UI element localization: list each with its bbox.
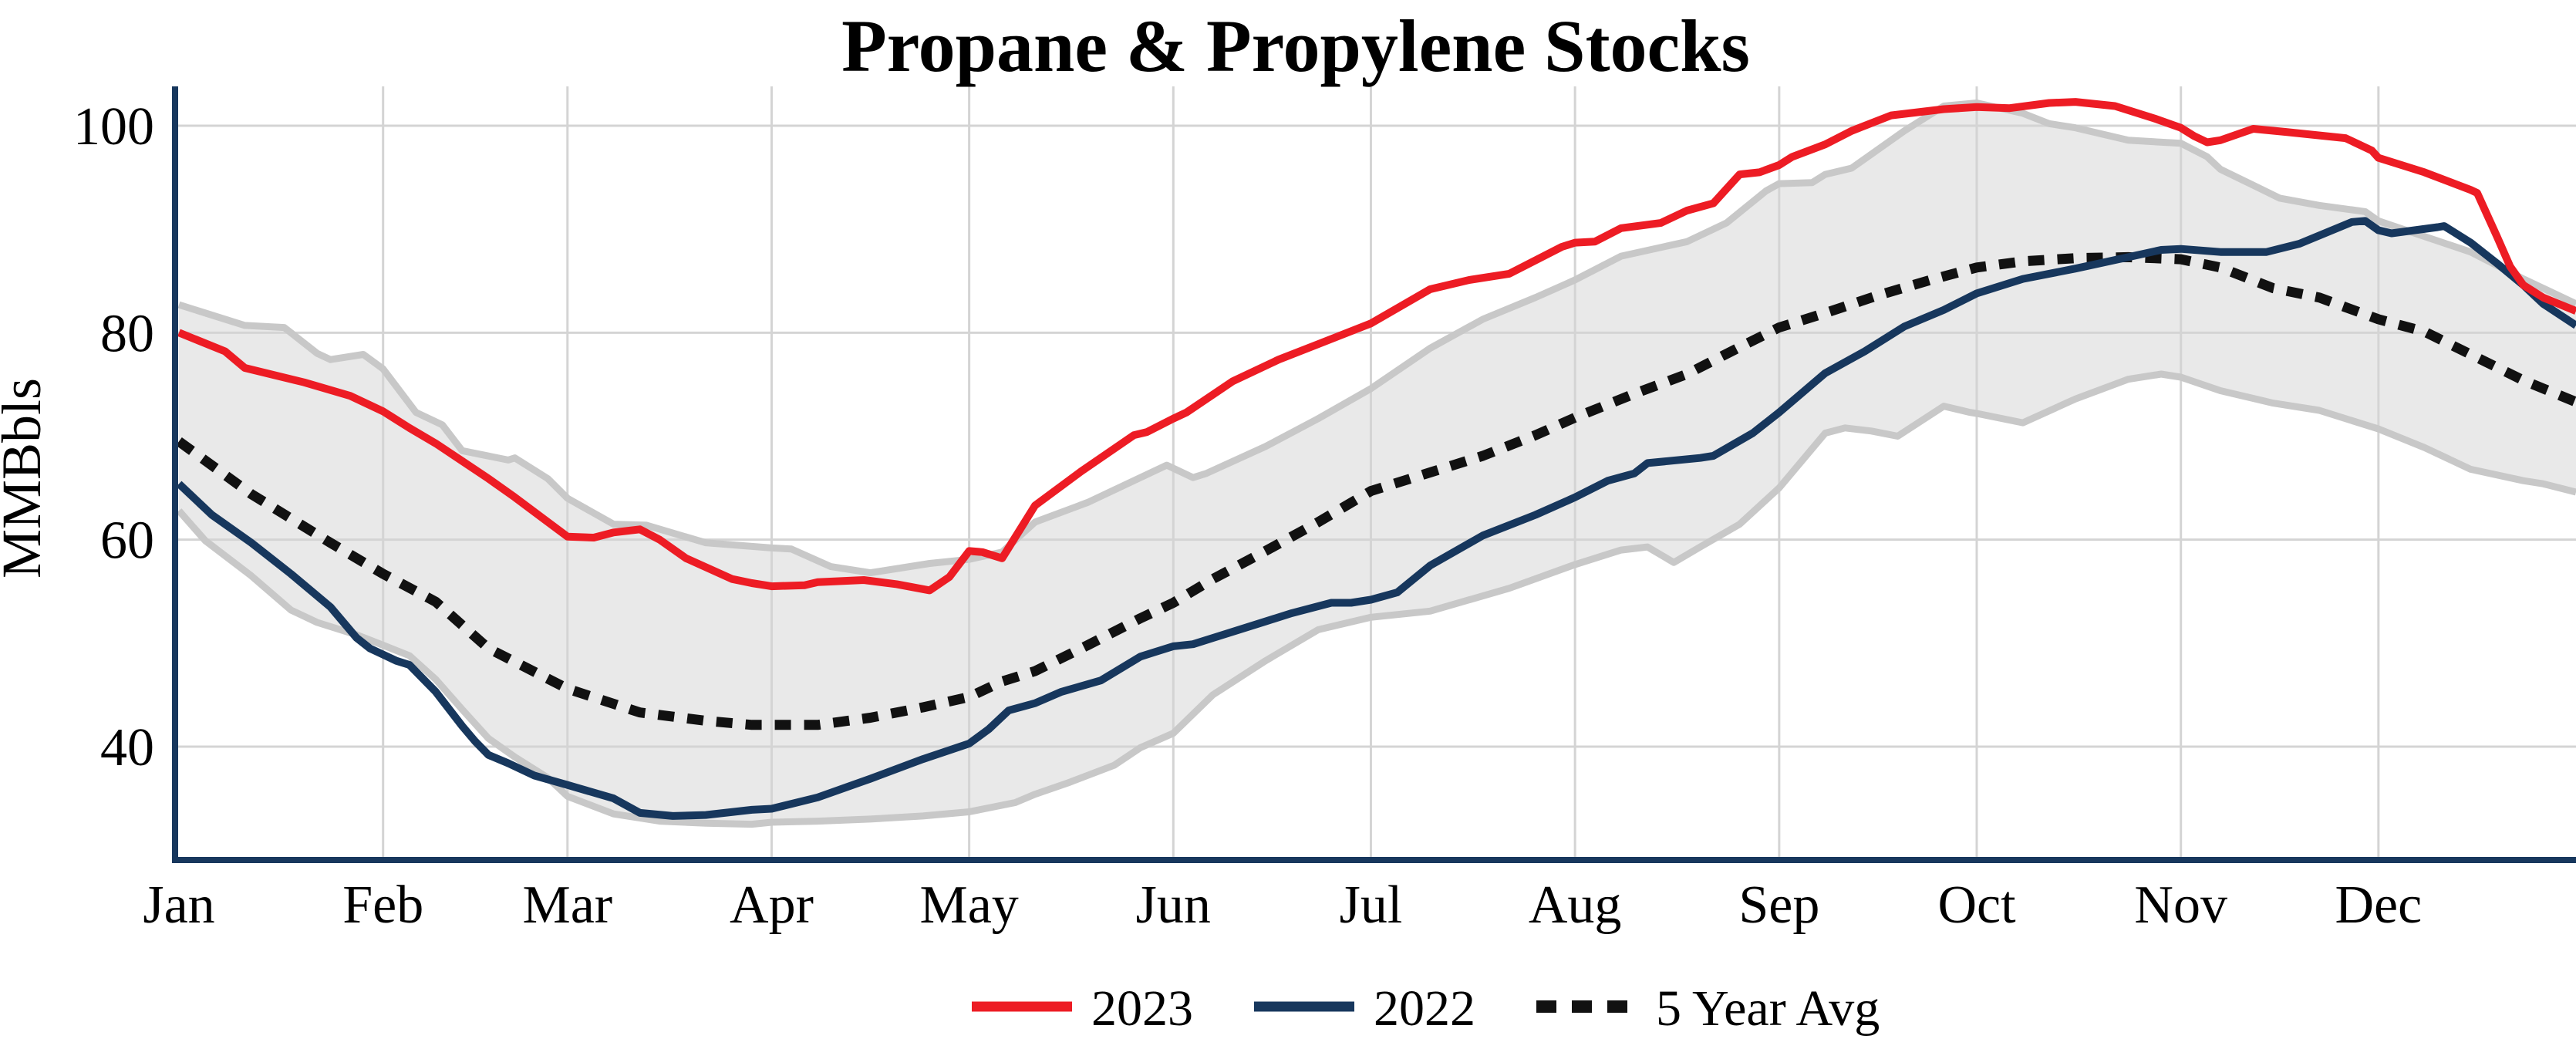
legend-label-5-year-avg: 5 Year Avg: [1656, 980, 1880, 1037]
series-line-2022: [176, 217, 2576, 820]
band-edge-layer: [176, 100, 2576, 828]
y-tick-labels: 40 60 80 100: [73, 97, 154, 777]
x-tick-label-Nov: Nov: [2134, 875, 2227, 935]
x-tick-label-Jan: Jan: [143, 875, 214, 935]
y-tick-label-40: 40: [100, 718, 154, 777]
five-year-range-band: [179, 103, 2576, 825]
x-tick-label-Feb: Feb: [342, 875, 423, 935]
x-tick-label-Oct: Oct: [1937, 875, 2016, 935]
axes-layer: [172, 86, 2576, 863]
x-tick-label-May: May: [919, 875, 1018, 935]
x-tick-label-Aug: Aug: [1529, 875, 1622, 935]
x-tick-label-Jul: Jul: [1340, 875, 1403, 935]
x-tick-label-Apr: Apr: [730, 875, 814, 935]
series-line-2023: [177, 98, 2576, 595]
x-tick-label-Sep: Sep: [1738, 875, 1819, 935]
series-line-5-year-avg: [176, 251, 2576, 730]
band-top-edge: [177, 100, 2576, 577]
x-tick-label-Jun: Jun: [1136, 875, 1211, 935]
x-tick-label-Mar: Mar: [522, 875, 612, 935]
series-layer: [176, 98, 2576, 820]
band-bottom-edge: [176, 370, 2576, 828]
x-tick-label-Dec: Dec: [2335, 875, 2422, 935]
chart-title: Propane & Propylene Stocks: [841, 5, 1750, 87]
y-tick-label-80: 80: [100, 304, 154, 363]
y-tick-label-60: 60: [100, 511, 154, 571]
band-layer: [179, 103, 2576, 825]
legend-label-2023: 2023: [1091, 980, 1193, 1037]
x-tick-labels: Jan Feb Mar Apr May Jun Jul Aug Sep Oct Nov Dec: [143, 875, 2422, 935]
y-axis-title: MMBbls: [0, 378, 52, 578]
legend-label-2022: 2022: [1374, 980, 1475, 1037]
legend: 2023 2022 5 Year Avg: [972, 980, 1880, 1037]
y-tick-label-100: 100: [73, 97, 154, 157]
